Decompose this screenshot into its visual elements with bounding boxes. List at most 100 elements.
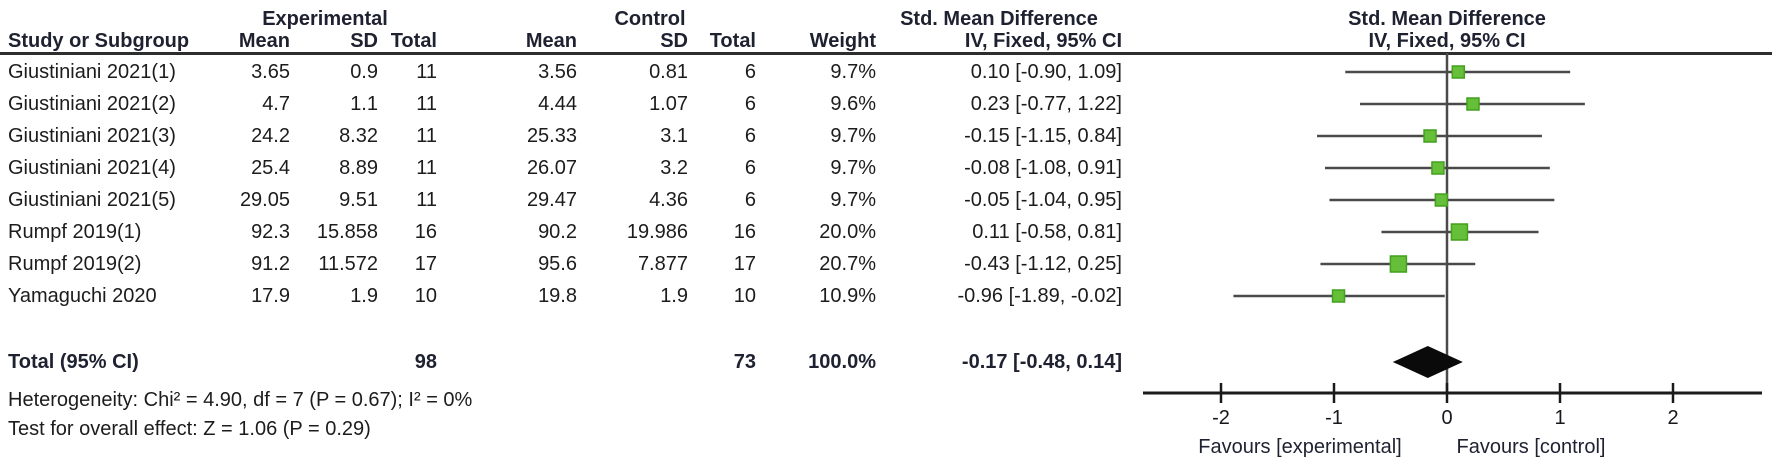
cell-study-name: Rumpf 2019(1) — [8, 221, 142, 243]
cell-ctrl-sd: 19.986 — [626, 221, 688, 243]
cell-ctrl-total: 17 — [733, 253, 756, 275]
cell-exp-mean: 3.65 — [251, 61, 290, 83]
cell-ctrl-mean: 19.8 — [538, 285, 577, 307]
cell-weight: 10.9% — [819, 285, 876, 307]
point-estimate-marker — [1466, 97, 1480, 111]
cell-ctrl-mean: 25.33 — [526, 125, 577, 147]
cell-exp-total: 16 — [414, 221, 437, 243]
cell-study-name: Rumpf 2019(2) — [8, 253, 142, 275]
cell-exp-sd: 15.858 — [316, 221, 378, 243]
cell-ctrl-mean: 29.47 — [526, 189, 577, 211]
cell-study-name: Yamaguchi 2020 — [8, 285, 157, 307]
point-estimate-marker — [1423, 129, 1437, 143]
cell-ctrl-sd: 7.877 — [637, 253, 688, 275]
cell-ctrl-sd: 3.1 — [660, 125, 688, 147]
cell-ctrl-total: 10 — [733, 285, 756, 307]
column-header-iv: IV, Fixed, 95% CI — [964, 30, 1122, 52]
cell-exp-total: 11 — [416, 125, 437, 147]
cell-exp-mean: 17.9 — [251, 285, 290, 307]
point-estimate-marker — [1450, 223, 1469, 241]
cell-effect-ci: -0.05 [-1.04, 0.95] — [964, 189, 1122, 211]
cell-weight: 20.7% — [819, 253, 876, 275]
cell-ctrl-mean: 4.44 — [538, 93, 577, 115]
forest-plot-canvas: -2 -1 0 1 2 — [1143, 53, 1762, 429]
pooled-effect-diamond — [1392, 346, 1463, 378]
cell-study-name: Giustiniani 2021(4) — [8, 157, 176, 179]
cell-exp-total: 11 — [416, 189, 437, 211]
cell-ctrl-total: 6 — [744, 157, 756, 179]
cell-ctrl-sd: 0.81 — [649, 61, 688, 83]
cell-effect-ci: -0.43 [-1.12, 0.25] — [964, 253, 1122, 275]
cell-effect-ci: -0.08 [-1.08, 0.91] — [964, 157, 1122, 179]
group-header-smd-table: Std. Mean Difference — [900, 8, 1098, 30]
cell-weight: 9.7% — [830, 125, 876, 147]
cell-exp-mean: 25.4 — [251, 157, 290, 179]
cell-ctrl-total: 16 — [733, 221, 756, 243]
column-header-weight: Weight — [809, 30, 876, 52]
column-header-iv-plot: IV, Fixed, 95% CI — [1368, 30, 1526, 52]
cell-study-name: Giustiniani 2021(1) — [8, 61, 176, 83]
header-divider-rule — [0, 52, 1772, 55]
point-estimate-marker — [1331, 289, 1346, 303]
cell-ctrl-mean: 90.2 — [538, 221, 577, 243]
total-row-ctrl-total: 73 — [733, 351, 756, 373]
cell-exp-sd: 1.1 — [350, 93, 378, 115]
cell-weight: 9.7% — [830, 61, 876, 83]
cell-weight: 9.7% — [830, 189, 876, 211]
total-row-exp-total: 98 — [414, 351, 437, 373]
column-header-exp-sd: SD — [350, 30, 378, 52]
cell-weight: 20.0% — [819, 221, 876, 243]
cell-exp-mean: 29.05 — [239, 189, 290, 211]
cell-effect-ci: -0.96 [-1.89, -0.02] — [957, 285, 1122, 307]
cell-ctrl-sd: 1.9 — [660, 285, 688, 307]
cell-study-name: Giustiniani 2021(5) — [8, 189, 176, 211]
heterogeneity-text: Heterogeneity: Chi² = 4.90, df = 7 (P = … — [8, 389, 473, 411]
column-header-exp-mean: Mean — [238, 30, 290, 52]
cell-exp-mean: 24.2 — [251, 125, 290, 147]
cell-ctrl-sd: 3.2 — [660, 157, 688, 179]
cell-weight: 9.7% — [830, 157, 876, 179]
overall-effect-text: Test for overall effect: Z = 1.06 (P = 0… — [8, 418, 371, 440]
cell-effect-ci: 0.10 [-0.90, 1.09] — [970, 61, 1122, 83]
cell-study-name: Giustiniani 2021(3) — [8, 125, 176, 147]
cell-exp-total: 11 — [416, 93, 437, 115]
cell-ctrl-mean: 95.6 — [538, 253, 577, 275]
x-axis-tick-label: 0 — [1441, 407, 1452, 429]
group-header-control: Control — [614, 8, 686, 30]
group-header-smd-plot: Std. Mean Difference — [1348, 8, 1546, 30]
total-row-label: Total (95% CI) — [8, 351, 139, 373]
cell-ctrl-mean: 3.56 — [538, 61, 577, 83]
column-header-ctrl-mean: Mean — [525, 30, 577, 52]
cell-exp-mean: 91.2 — [251, 253, 290, 275]
cell-exp-sd: 8.32 — [339, 125, 378, 147]
cell-ctrl-total: 6 — [744, 93, 756, 115]
cell-weight: 9.6% — [830, 93, 876, 115]
x-axis-tick-label: -1 — [1325, 407, 1343, 429]
cell-ctrl-sd: 1.07 — [649, 93, 688, 115]
cell-exp-sd: 9.51 — [339, 189, 378, 211]
cell-ctrl-mean: 26.07 — [526, 157, 577, 179]
x-axis-tick-label: -2 — [1212, 407, 1230, 429]
point-estimate-marker — [1389, 255, 1408, 273]
axis-label-favours-control: Favours [control] — [1456, 436, 1606, 458]
total-row-effect: -0.17 [-0.48, 0.14] — [961, 351, 1122, 373]
x-axis-tick-label: 2 — [1667, 407, 1678, 429]
cell-exp-sd: 1.9 — [350, 285, 378, 307]
cell-ctrl-total: 6 — [744, 189, 756, 211]
cell-exp-total: 11 — [416, 61, 437, 83]
cell-effect-ci: 0.23 [-0.77, 1.22] — [970, 93, 1122, 115]
cell-exp-total: 17 — [414, 253, 437, 275]
x-axis-tick-label: 1 — [1554, 407, 1565, 429]
axis-label-favours-experimental: Favours [experimental] — [1198, 436, 1402, 458]
column-header-ctrl-sd: SD — [660, 30, 688, 52]
group-header-experimental: Experimental — [262, 8, 388, 30]
total-row-weight: 100.0% — [808, 351, 876, 373]
cell-ctrl-sd: 4.36 — [649, 189, 688, 211]
cell-exp-sd: 11.572 — [318, 253, 378, 275]
cell-exp-sd: 8.89 — [339, 157, 378, 179]
cell-effect-ci: 0.11 [-0.58, 0.81] — [972, 221, 1122, 243]
cell-exp-total: 10 — [414, 285, 437, 307]
cell-study-name: Giustiniani 2021(2) — [8, 93, 176, 115]
cell-exp-mean: 4.7 — [262, 93, 290, 115]
